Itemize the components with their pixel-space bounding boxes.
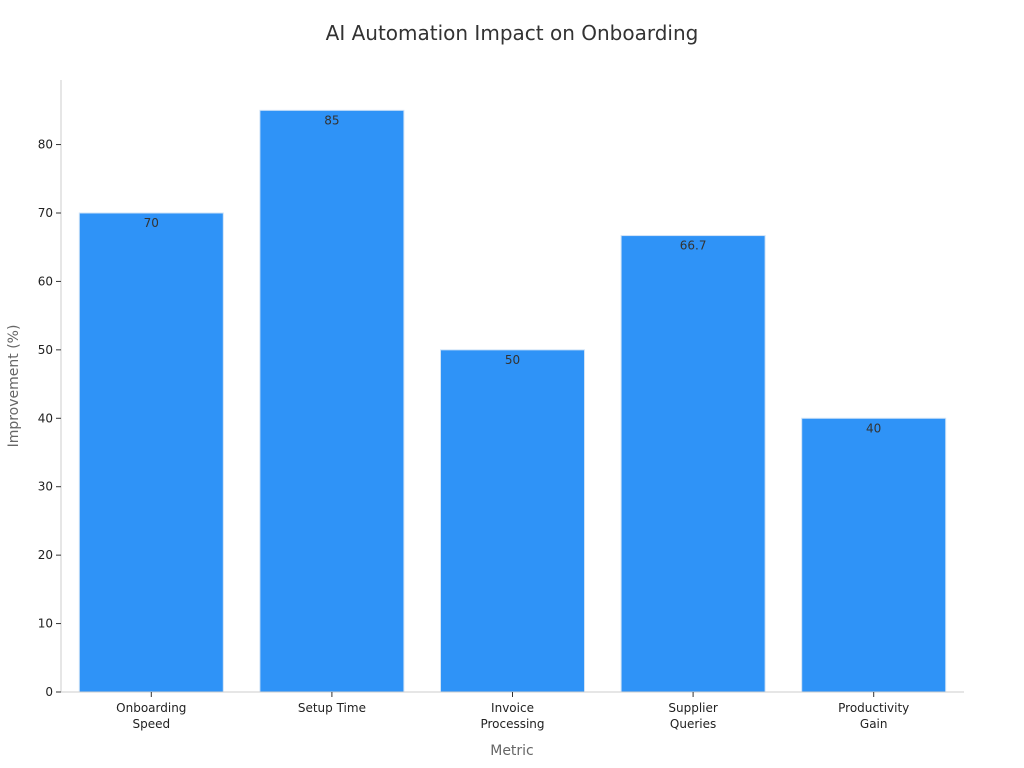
bar <box>440 349 585 693</box>
x-tick-label: Onboarding Speed <box>116 701 186 731</box>
bar-value-label: 85 <box>324 113 339 127</box>
chart-title: AI Automation Impact on Onboarding <box>326 21 699 45</box>
bar-value-label: 40 <box>866 421 881 435</box>
bars-group <box>78 109 947 693</box>
x-tick-label: Invoice Processing <box>480 701 544 731</box>
bar <box>259 109 405 693</box>
y-tick-label: 60 <box>38 274 53 288</box>
y-tick-label: 40 <box>38 411 53 425</box>
bar-value-label: 70 <box>144 216 159 230</box>
y-tick-label: 10 <box>38 617 53 631</box>
x-tick-label: Setup Time <box>298 701 366 715</box>
x-axis-label: Metric <box>490 743 534 759</box>
y-tick-label: 20 <box>38 548 53 562</box>
bar-value-label: 66.7 <box>680 239 707 253</box>
bar <box>620 235 766 693</box>
data-labels-group: 70 85 50 66.7 40 <box>144 113 882 435</box>
y-tick-label: 50 <box>38 343 53 357</box>
x-tick-label: Supplier Queries <box>668 701 718 731</box>
y-tick-label: 0 <box>45 685 53 699</box>
bar <box>78 212 224 693</box>
y-tick-label: 30 <box>38 480 53 494</box>
y-axis-label: Improvement (%) <box>6 325 22 448</box>
y-tick-label: 70 <box>38 206 53 220</box>
bar <box>801 417 947 693</box>
bar-value-label: 50 <box>505 353 520 367</box>
y-ticks-group: 0 10 20 30 40 50 60 70 80 <box>38 138 61 699</box>
x-tick-label: Productivity Gain <box>838 701 909 731</box>
x-ticks-group: Onboarding Speed Setup Time Invoice Processi… <box>116 692 909 731</box>
y-tick-label: 80 <box>38 138 53 152</box>
